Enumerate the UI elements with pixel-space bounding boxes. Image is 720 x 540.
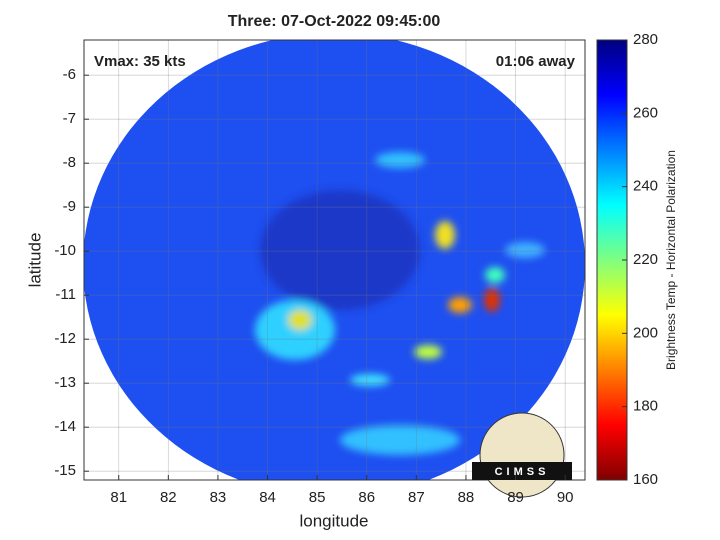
colorbar-tick-label: 160 xyxy=(633,471,658,488)
x-tick-label: 82 xyxy=(160,489,177,506)
y-tick-label: -8 xyxy=(63,154,76,171)
x-tick-label: 85 xyxy=(309,489,326,506)
y-axis-label: latitude xyxy=(25,233,44,288)
image-layer xyxy=(84,40,585,480)
x-tick-label: 86 xyxy=(358,489,375,506)
x-tick-label: 89 xyxy=(507,489,524,506)
y-tick-label: -9 xyxy=(63,198,76,215)
chart-title: Three: 07-Oct-2022 09:45:00 xyxy=(228,13,441,30)
colorbar-tick-label: 200 xyxy=(633,324,658,341)
x-tick-label: 83 xyxy=(210,489,227,506)
colorbar-tick-label: 240 xyxy=(633,178,658,195)
x-tick-label: 90 xyxy=(557,489,574,506)
logo: CIMSS xyxy=(472,412,572,498)
y-tick-label: -12 xyxy=(54,330,76,347)
y-tick-label: -7 xyxy=(63,110,76,127)
y-tick-label: -13 xyxy=(54,374,76,391)
grid xyxy=(84,40,585,480)
x-tick-label: 87 xyxy=(408,489,425,506)
annotation: 01:06 away xyxy=(496,53,576,70)
annotation: Vmax: 35 kts xyxy=(94,53,186,70)
y-tick-label: -15 xyxy=(54,462,76,479)
x-tick-label: 88 xyxy=(458,489,475,506)
plot-frame xyxy=(83,39,586,481)
x-tick-label: 84 xyxy=(259,489,276,506)
colorbar-tick-label: 260 xyxy=(633,104,658,121)
y-tick-label: -11 xyxy=(55,286,76,303)
y-tick-label: -6 xyxy=(63,66,76,83)
y-tick-label: -10 xyxy=(54,242,76,259)
colorbar-tick-label: 220 xyxy=(633,251,658,268)
logo-text: CIMSS xyxy=(495,466,550,478)
x-tick-label: 81 xyxy=(110,489,127,506)
colorbar-label: Brightness Temp - Horizontal Polarizatio… xyxy=(664,150,678,370)
x-axis-label: longitude xyxy=(299,511,368,530)
y-tick-label: -14 xyxy=(54,418,76,435)
colorbar-tick-label: 280 xyxy=(633,31,658,48)
colorbar-tick-label: 180 xyxy=(633,398,658,415)
features xyxy=(255,152,545,455)
